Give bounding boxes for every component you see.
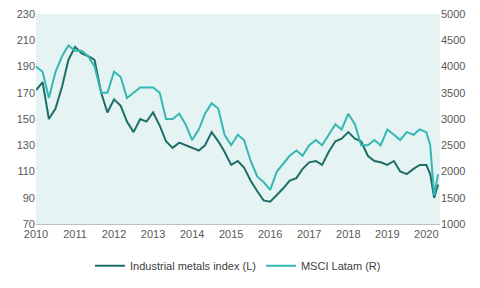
svg-text:2013: 2013 xyxy=(141,228,165,240)
svg-text:230: 230 xyxy=(17,8,35,20)
svg-text:2018: 2018 xyxy=(336,228,360,240)
svg-text:3000: 3000 xyxy=(441,113,465,125)
svg-text:170: 170 xyxy=(17,87,35,99)
svg-text:MSCI Latam (R): MSCI Latam (R) xyxy=(301,260,380,272)
svg-text:4500: 4500 xyxy=(441,34,465,46)
svg-text:3500: 3500 xyxy=(441,87,465,99)
svg-text:Industrial metals index (L): Industrial metals index (L) xyxy=(130,260,256,272)
svg-text:70: 70 xyxy=(23,218,35,230)
svg-text:5000: 5000 xyxy=(441,8,465,20)
svg-text:90: 90 xyxy=(23,192,35,204)
svg-text:190: 190 xyxy=(17,60,35,72)
svg-text:2020: 2020 xyxy=(414,228,438,240)
svg-text:150: 150 xyxy=(17,113,35,125)
svg-text:1500: 1500 xyxy=(441,192,465,204)
svg-text:2015: 2015 xyxy=(219,228,243,240)
svg-text:2500: 2500 xyxy=(441,139,465,151)
svg-text:2016: 2016 xyxy=(258,228,282,240)
svg-text:130: 130 xyxy=(17,139,35,151)
svg-text:2019: 2019 xyxy=(375,228,399,240)
svg-text:2017: 2017 xyxy=(297,228,321,240)
svg-text:2014: 2014 xyxy=(180,228,204,240)
svg-text:2012: 2012 xyxy=(102,228,126,240)
svg-text:2011: 2011 xyxy=(63,228,87,240)
svg-text:210: 210 xyxy=(17,34,35,46)
svg-text:2010: 2010 xyxy=(24,228,48,240)
svg-text:1000: 1000 xyxy=(441,218,465,230)
svg-text:4000: 4000 xyxy=(441,60,465,72)
svg-text:110: 110 xyxy=(17,165,35,177)
svg-text:2000: 2000 xyxy=(441,165,465,177)
